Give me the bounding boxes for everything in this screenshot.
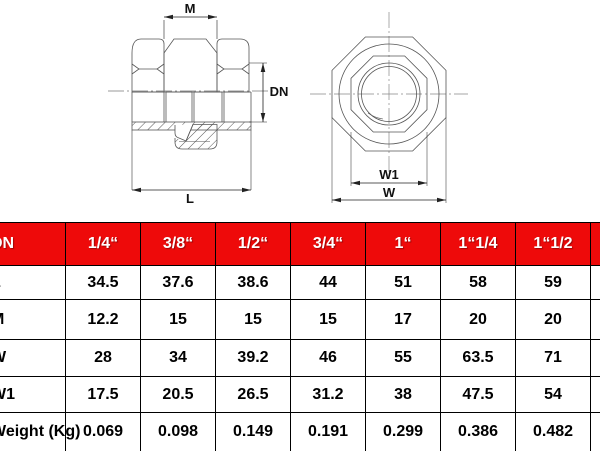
svg-text:W1: W1 <box>379 167 399 182</box>
svg-text:L: L <box>186 191 194 206</box>
svg-text:DN: DN <box>270 84 289 99</box>
svg-text:W: W <box>383 185 396 200</box>
svg-text:M: M <box>185 1 196 16</box>
